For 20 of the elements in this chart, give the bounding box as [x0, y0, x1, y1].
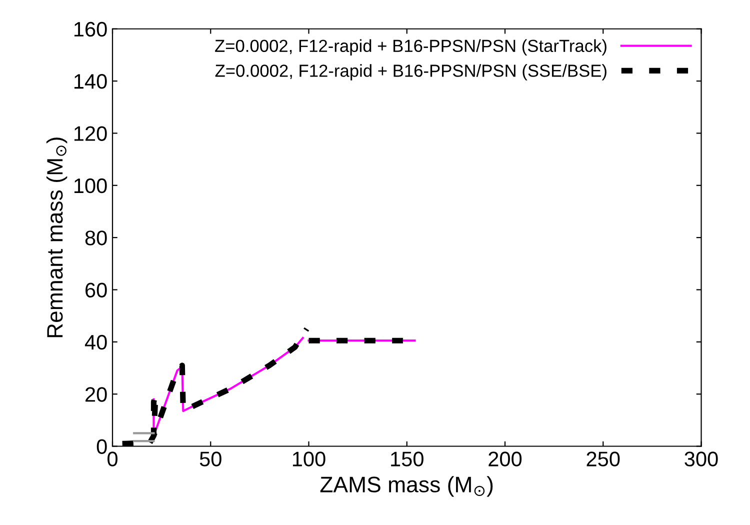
x-tick-label: 300 — [684, 452, 718, 466]
y-tick-label: 120 — [74, 126, 107, 141]
x-tick-label: 100 — [292, 452, 326, 466]
y-tick-label: 20 — [86, 387, 107, 402]
x-tick-label: 200 — [488, 452, 522, 466]
y-tick-label: 140 — [74, 74, 107, 89]
y-axis-title: Remnant mass (M$_{⊙}$) — [46, 138, 68, 338]
y-tick-label: 80 — [85, 230, 107, 246]
y-tick-label: 0 — [96, 439, 107, 454]
y-tick-label: 160 — [74, 22, 107, 37]
y-tick-label: 60 — [86, 282, 107, 298]
x-tick-label: 150 — [391, 452, 424, 466]
x-tick-label: 50 — [200, 452, 222, 466]
legend-label: Z=0.0002, F12-rapid + B16-PPSN/PSN (SSE/BSE) — [215, 64, 606, 80]
x-tick-label: 0 — [108, 452, 118, 466]
x-tick-label: 250 — [586, 452, 620, 466]
y-tick-label: 100 — [74, 178, 107, 194]
y-tick-label: 40 — [84, 334, 107, 350]
legend-label: Z=0.0002, F12-rapid + B16-PPSN/PSN (StarTrack) — [215, 39, 606, 56]
x-axis-title: ZAMS mass (M$_{⊙}$) — [320, 476, 493, 497]
